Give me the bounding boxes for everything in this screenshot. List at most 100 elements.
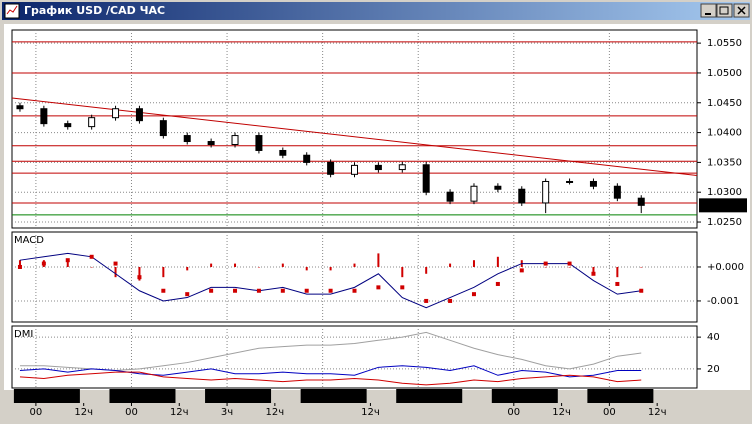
hour-label: 12ч <box>552 407 571 418</box>
histogram-bar <box>114 266 117 278</box>
hour-label: 12ч <box>266 407 285 418</box>
candle-body <box>279 149 287 156</box>
histogram-bar <box>138 266 141 281</box>
panel-frame <box>11 231 698 323</box>
signal-dot <box>448 298 453 303</box>
histogram-bar <box>353 263 356 267</box>
y-tick-label: 40 <box>707 332 720 343</box>
candle-body <box>231 135 239 146</box>
histogram-bar <box>496 256 499 267</box>
signal-dot <box>280 288 285 293</box>
signal-dot <box>17 264 22 269</box>
candle-body <box>327 161 335 175</box>
signal-dot <box>591 271 596 276</box>
close-button[interactable] <box>733 3 750 18</box>
y-tick-label: 1.0300 <box>707 187 742 198</box>
candle-body <box>64 123 72 128</box>
date-box <box>396 389 463 403</box>
signal-dot <box>376 285 381 290</box>
candle-body <box>255 135 263 151</box>
histogram-bar <box>305 266 308 271</box>
window-title: График USD /CAD ЧАС <box>24 4 165 17</box>
indicator-line <box>19 365 642 378</box>
histogram-bar <box>162 266 165 278</box>
hour-label: 00 <box>507 407 520 418</box>
signal-dot <box>185 292 190 297</box>
signal-dot <box>495 281 500 286</box>
histogram-bar <box>401 266 404 278</box>
histogram-bar <box>568 266 571 268</box>
signal-dot <box>41 261 46 266</box>
candle-body <box>351 164 358 175</box>
hour-label: 00 <box>30 407 43 418</box>
signal-dot <box>209 288 214 293</box>
hour-label: 12ч <box>170 407 189 418</box>
histogram-bar <box>640 266 643 268</box>
panel-frame <box>11 325 698 389</box>
y-tick-label: 1.0500 <box>707 68 742 79</box>
indicator-line <box>19 252 642 309</box>
maximize-button[interactable] <box>716 3 733 18</box>
histogram-bar <box>592 266 595 274</box>
date-label: 22.7.2013 <box>213 391 264 402</box>
signal-dot <box>65 258 70 263</box>
y-tick-label: 1.0400 <box>707 128 742 139</box>
indicator-line <box>19 331 642 372</box>
histogram-bar <box>18 260 21 267</box>
histogram-bar <box>329 266 332 271</box>
histogram-bar <box>425 266 428 274</box>
date-box <box>587 389 654 403</box>
signal-dot <box>113 261 118 266</box>
minimize-button[interactable] <box>700 3 717 18</box>
candle-body <box>589 180 597 187</box>
signal-dot <box>424 298 429 303</box>
signal-dot <box>567 261 572 266</box>
signal-dot <box>161 288 166 293</box>
hour-label: 12ч <box>74 407 93 418</box>
panel-frame <box>11 29 698 229</box>
date-box <box>300 389 367 403</box>
window-icon-glyph <box>6 5 18 15</box>
indicator-line <box>19 371 642 386</box>
signal-dot <box>615 281 620 286</box>
candle-body <box>159 120 167 137</box>
panel-title: MACD <box>14 235 44 246</box>
y-tick-label: 20 <box>707 364 720 375</box>
histogram-bar <box>616 266 619 278</box>
panel-title: DMI <box>14 329 33 340</box>
candle-body <box>112 108 120 119</box>
hour-label: 3ч <box>221 407 233 418</box>
candle-body <box>16 105 24 110</box>
candle-body <box>207 141 215 146</box>
candle-body <box>566 180 574 183</box>
y-tick-label: -0.001 <box>707 296 739 307</box>
signal-dot <box>543 261 548 266</box>
signal-dot <box>400 285 405 290</box>
signal-dot <box>471 292 476 297</box>
candle-body <box>446 191 454 202</box>
y-tick-label: 1.0450 <box>707 98 742 109</box>
hour-label: 00 <box>125 407 138 418</box>
candle-body <box>542 180 550 204</box>
signal-dot <box>233 288 238 293</box>
date-label: 26.7.2013 <box>595 391 646 402</box>
date-label: 24.7.2013 <box>404 391 455 402</box>
date-box <box>109 389 176 403</box>
date-box <box>205 389 272 403</box>
candle-body <box>40 108 48 125</box>
signal-dot <box>639 288 644 293</box>
date-box <box>491 389 558 403</box>
signal-dot <box>328 288 333 293</box>
histogram-bar <box>66 260 69 267</box>
candle-body <box>398 164 406 171</box>
hour-label: 12ч <box>361 407 380 418</box>
histogram-bar <box>544 266 547 268</box>
candle-body <box>613 185 621 199</box>
signal-dot <box>137 275 142 280</box>
y-tick-label: +0.000 <box>707 262 744 273</box>
date-label: 19.7.2013 <box>117 391 168 402</box>
candle-body <box>470 185 478 202</box>
histogram-bar <box>281 263 284 267</box>
histogram-bar <box>234 263 237 267</box>
